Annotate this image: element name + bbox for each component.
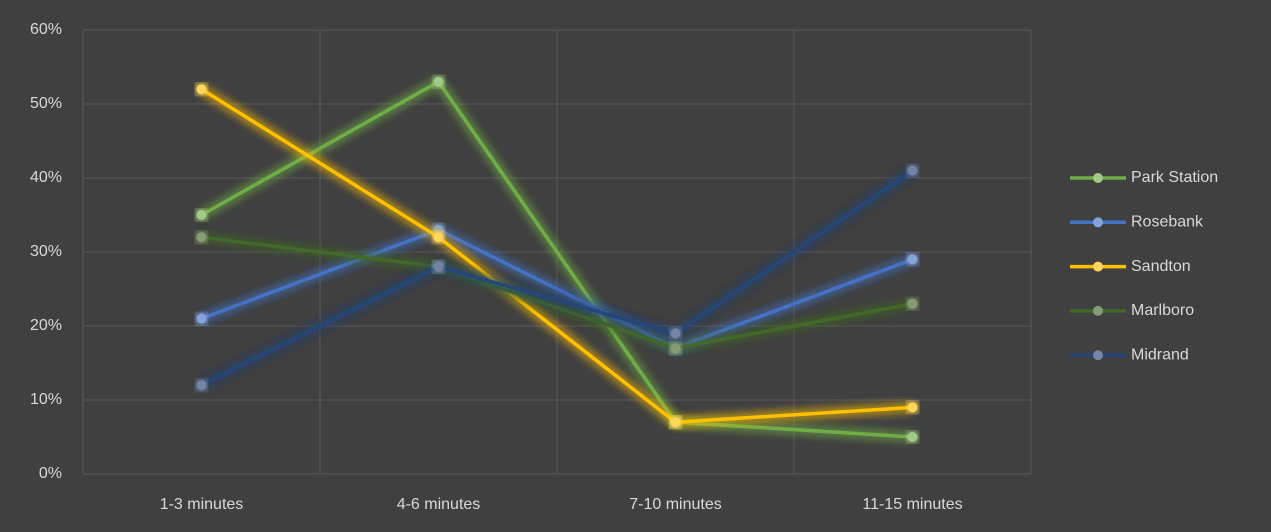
y-tick-label: 20%	[30, 317, 62, 334]
point	[907, 402, 918, 413]
point	[670, 417, 681, 428]
point	[196, 380, 207, 391]
y-tick-label: 60%	[30, 21, 62, 38]
point	[670, 343, 681, 354]
series-line	[200, 169, 914, 387]
point	[196, 84, 207, 95]
legend-marker	[1093, 350, 1103, 361]
legend-label: Marlboro	[1131, 302, 1194, 319]
x-tick-label: 4-6 minutes	[397, 496, 481, 513]
series-line	[200, 80, 913, 439]
y-tick-label: 0%	[39, 465, 62, 482]
point	[670, 328, 681, 339]
series-line	[201, 235, 913, 350]
point	[433, 76, 444, 87]
legend-marker	[1093, 261, 1103, 272]
point	[907, 298, 918, 309]
legend-label: Sandton	[1131, 258, 1191, 275]
legend-label: Park Station	[1131, 169, 1218, 186]
y-tick-label: 40%	[30, 169, 62, 186]
x-tick-label: 7-10 minutes	[629, 496, 722, 513]
series-line	[200, 87, 913, 424]
legend-marker	[1093, 217, 1103, 228]
point	[196, 313, 207, 324]
point	[433, 261, 444, 272]
point	[907, 165, 918, 176]
x-tick-label: 1-3 minutes	[160, 496, 244, 513]
point	[196, 210, 207, 220]
series-line	[200, 228, 914, 350]
legend-label: Midrand	[1131, 346, 1189, 363]
point	[907, 432, 918, 442]
point	[907, 254, 918, 265]
point	[433, 232, 444, 243]
x-tick-label: 11-15 minutes	[862, 496, 962, 513]
y-tick-label: 30%	[30, 243, 62, 260]
legend-marker	[1093, 305, 1103, 316]
y-tick-label: 50%	[30, 95, 62, 112]
point	[433, 224, 444, 235]
y-tick-label: 10%	[30, 391, 62, 408]
legend-label: Rosebank	[1131, 214, 1204, 231]
legend-marker	[1093, 173, 1103, 183]
point	[196, 232, 207, 243]
